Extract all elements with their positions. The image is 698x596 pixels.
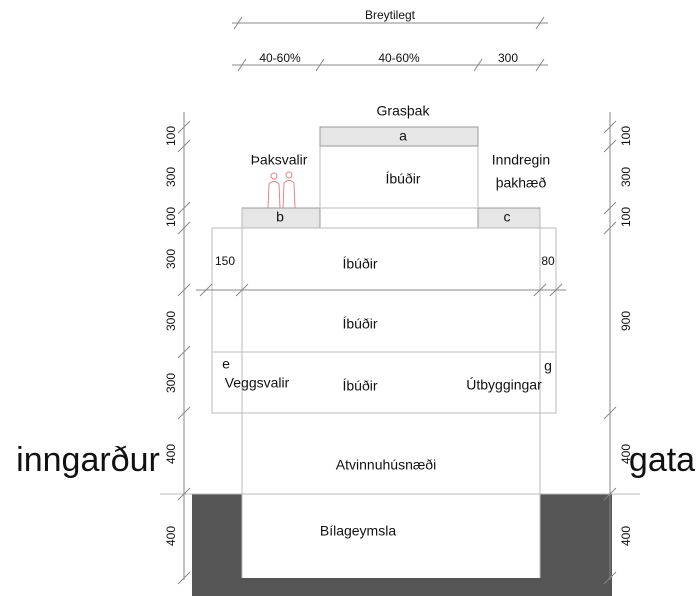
- label: Þaksvalir: [251, 152, 308, 168]
- height-label: 300: [619, 167, 633, 187]
- label: Íbúðir: [342, 256, 377, 272]
- roof-slab: [319, 126, 479, 147]
- label: g: [544, 358, 552, 374]
- height-label: 100: [164, 126, 178, 146]
- label: Útbyggingar: [466, 377, 542, 393]
- dimension-label: 300: [498, 51, 518, 65]
- dimension-label: 40-60%: [259, 51, 301, 65]
- dimension-ticks: [177, 120, 617, 585]
- dimension-label: 40-60%: [378, 51, 420, 65]
- label: a: [399, 128, 407, 144]
- height-label: 900: [619, 311, 633, 331]
- label: Grasþak: [377, 103, 431, 119]
- height-label: 400: [619, 444, 633, 464]
- height-label: 100: [619, 126, 633, 146]
- label: Bílageymsla: [320, 523, 396, 539]
- height-label: 300: [164, 167, 178, 187]
- label: Atvinnuhúsnæði: [336, 457, 436, 473]
- height-labels: 100 300 100 300 300 300 400 400 100 300 100 900 400 4…: [164, 126, 633, 546]
- people-icon: [267, 171, 296, 209]
- upper-body: [211, 227, 557, 414]
- side-label: inngarður: [16, 441, 160, 479]
- label: Íbúðir: [385, 171, 420, 187]
- height-label: 100: [619, 207, 633, 227]
- height-label: 300: [164, 373, 178, 393]
- label: c: [504, 209, 511, 225]
- dimension-label: 150: [215, 254, 235, 268]
- height-label: 100: [164, 207, 178, 227]
- dimension-label: 80: [541, 254, 555, 268]
- side-label: gata: [629, 441, 695, 479]
- dimension-label: Breytilegt: [365, 8, 416, 22]
- height-label: 400: [619, 526, 633, 546]
- height-label: 300: [164, 311, 178, 331]
- label: b: [276, 209, 284, 225]
- height-label: 400: [164, 444, 178, 464]
- label: e: [222, 356, 230, 372]
- label: Inndregin: [492, 152, 550, 168]
- label: Íbúðir: [342, 316, 377, 332]
- ground: [192, 578, 612, 596]
- label: þakhæð: [496, 175, 547, 191]
- height-label: 400: [164, 526, 178, 546]
- height-label: 300: [164, 249, 178, 269]
- label: Íbúðir: [342, 378, 377, 394]
- label: Veggsvalir: [225, 375, 290, 391]
